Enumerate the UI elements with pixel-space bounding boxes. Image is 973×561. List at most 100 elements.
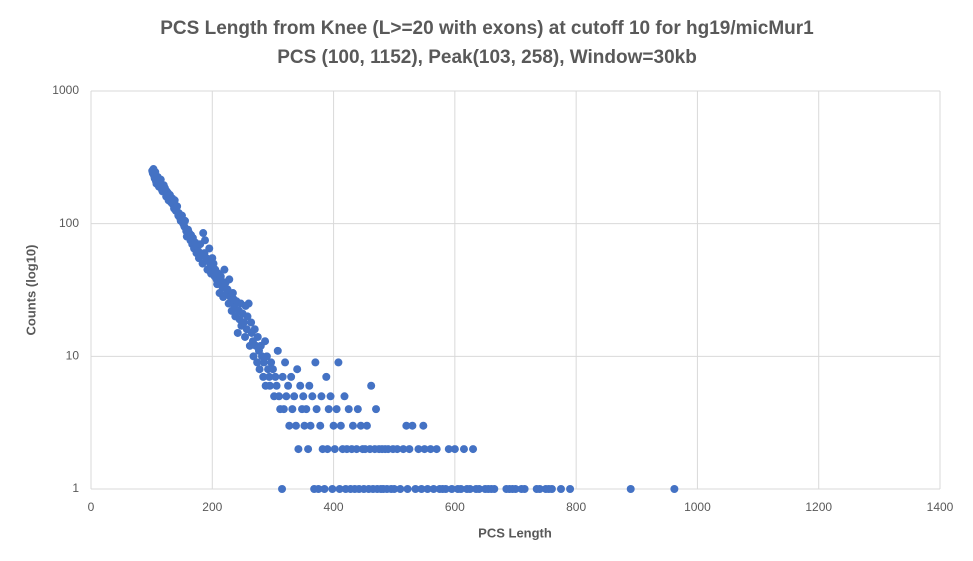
point	[324, 405, 333, 414]
point	[490, 485, 499, 493]
point	[335, 485, 344, 493]
point	[199, 229, 208, 238]
point	[255, 365, 264, 374]
point	[402, 421, 411, 430]
point	[312, 405, 321, 414]
x-tick-label: 1000	[684, 500, 711, 514]
point	[261, 337, 270, 346]
point	[287, 372, 296, 381]
point	[290, 392, 299, 401]
point	[288, 405, 297, 414]
point	[250, 325, 259, 334]
point	[336, 421, 345, 430]
point	[456, 485, 465, 493]
point	[353, 405, 362, 414]
point	[670, 485, 679, 493]
point	[403, 485, 412, 493]
x-tick-label: 1400	[927, 500, 954, 514]
point	[393, 445, 402, 454]
point	[249, 352, 258, 361]
point	[332, 405, 341, 414]
point	[259, 372, 268, 381]
point	[225, 275, 234, 284]
point	[272, 381, 281, 390]
point	[300, 421, 309, 430]
point	[173, 202, 182, 211]
point	[390, 485, 399, 493]
x-tick-label: 0	[88, 500, 95, 514]
point	[220, 265, 229, 274]
point	[304, 445, 313, 454]
point	[311, 358, 320, 367]
point	[268, 365, 277, 374]
point	[344, 405, 353, 414]
point	[356, 421, 365, 430]
point	[520, 485, 529, 493]
point	[328, 485, 337, 493]
point	[566, 485, 575, 493]
point	[291, 421, 300, 430]
point	[323, 445, 332, 454]
point	[469, 445, 478, 454]
point	[259, 358, 268, 367]
point	[556, 485, 565, 493]
point	[329, 421, 338, 430]
point	[233, 328, 242, 337]
point	[322, 372, 331, 381]
point	[282, 392, 291, 401]
point	[417, 485, 426, 493]
point	[253, 358, 262, 367]
point	[450, 445, 459, 454]
point	[535, 485, 544, 493]
y-tick-label: 1	[72, 481, 79, 495]
point	[367, 381, 376, 390]
point	[352, 445, 361, 454]
point	[243, 312, 252, 321]
point	[305, 381, 314, 390]
point	[271, 372, 280, 381]
point	[626, 485, 635, 493]
point	[441, 485, 450, 493]
point	[444, 445, 453, 454]
point	[209, 259, 218, 268]
point	[326, 392, 335, 401]
point	[281, 358, 290, 367]
point	[372, 405, 381, 414]
point	[340, 392, 349, 401]
x-tick-label: 800	[566, 500, 586, 514]
point	[429, 485, 438, 493]
point	[267, 358, 276, 367]
x-tick-label: 400	[324, 500, 344, 514]
y-tick-label: 1000	[52, 83, 79, 97]
point	[308, 392, 317, 401]
point	[244, 299, 253, 308]
point	[317, 392, 326, 401]
y-axis-title: Counts (log10)	[23, 245, 38, 336]
point	[316, 421, 325, 430]
point	[274, 392, 283, 401]
point	[348, 421, 357, 430]
point	[396, 485, 405, 493]
point	[547, 485, 556, 493]
x-tick-label: 200	[202, 500, 222, 514]
point	[278, 485, 287, 493]
point	[228, 289, 237, 298]
chart-subtitle: PCS (100, 1152), Peak(103, 258), Window=…	[277, 47, 697, 68]
point	[426, 445, 435, 454]
point	[296, 381, 305, 390]
point	[294, 445, 303, 454]
point	[411, 485, 420, 493]
point	[420, 445, 429, 454]
point	[306, 421, 315, 430]
point	[511, 485, 520, 493]
x-tick-label: 1200	[805, 500, 832, 514]
x-axis-title: PCS Length	[478, 525, 552, 540]
point	[241, 332, 250, 341]
point	[466, 485, 475, 493]
point	[459, 445, 468, 454]
point	[475, 485, 484, 493]
point	[262, 352, 271, 361]
point	[414, 445, 423, 454]
point	[265, 381, 274, 390]
